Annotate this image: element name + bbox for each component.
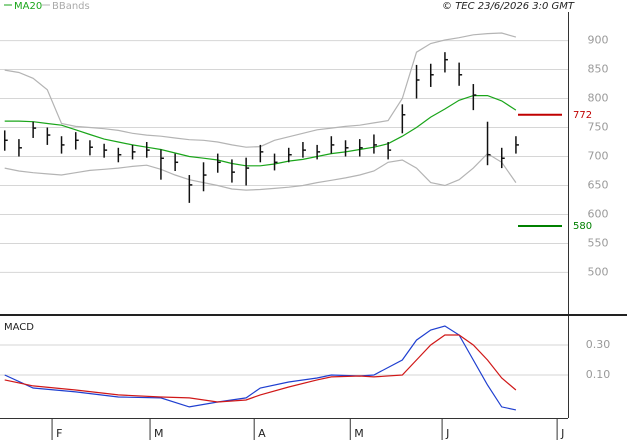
- series-line: [4, 152, 517, 191]
- y-tick-label: 900: [588, 34, 609, 47]
- panel-title: MACD: [4, 322, 34, 333]
- level-label: 772: [573, 110, 592, 121]
- y-tick-label: 0.10: [586, 368, 611, 381]
- x-tick-label: J: [560, 427, 564, 440]
- y-tick-label: 850: [588, 63, 609, 76]
- credit: © TEC 23/6/2026 3:0 GMT: [442, 1, 575, 12]
- series-line: [4, 95, 517, 167]
- series-line: [4, 334, 517, 403]
- y-tick-label: 500: [588, 265, 609, 278]
- y-tick-label: 750: [588, 121, 609, 134]
- y-tick-label: 650: [588, 178, 609, 191]
- legend-label: BBands: [52, 1, 90, 12]
- x-tick-label: F: [56, 427, 62, 440]
- legend-label: MA20: [14, 1, 42, 12]
- x-tick-label: M: [354, 427, 364, 440]
- x-tick-label: J: [445, 427, 449, 440]
- y-tick-label: 700: [588, 150, 609, 163]
- series-line: [4, 325, 517, 411]
- y-tick-label: 800: [588, 92, 609, 105]
- y-tick-label: 0.30: [586, 338, 611, 351]
- y-tick-label: 550: [588, 236, 609, 249]
- x-tick-label: A: [258, 427, 266, 440]
- level-label: 580: [573, 221, 592, 232]
- x-tick-label: M: [154, 427, 164, 440]
- y-tick-label: 600: [588, 207, 609, 220]
